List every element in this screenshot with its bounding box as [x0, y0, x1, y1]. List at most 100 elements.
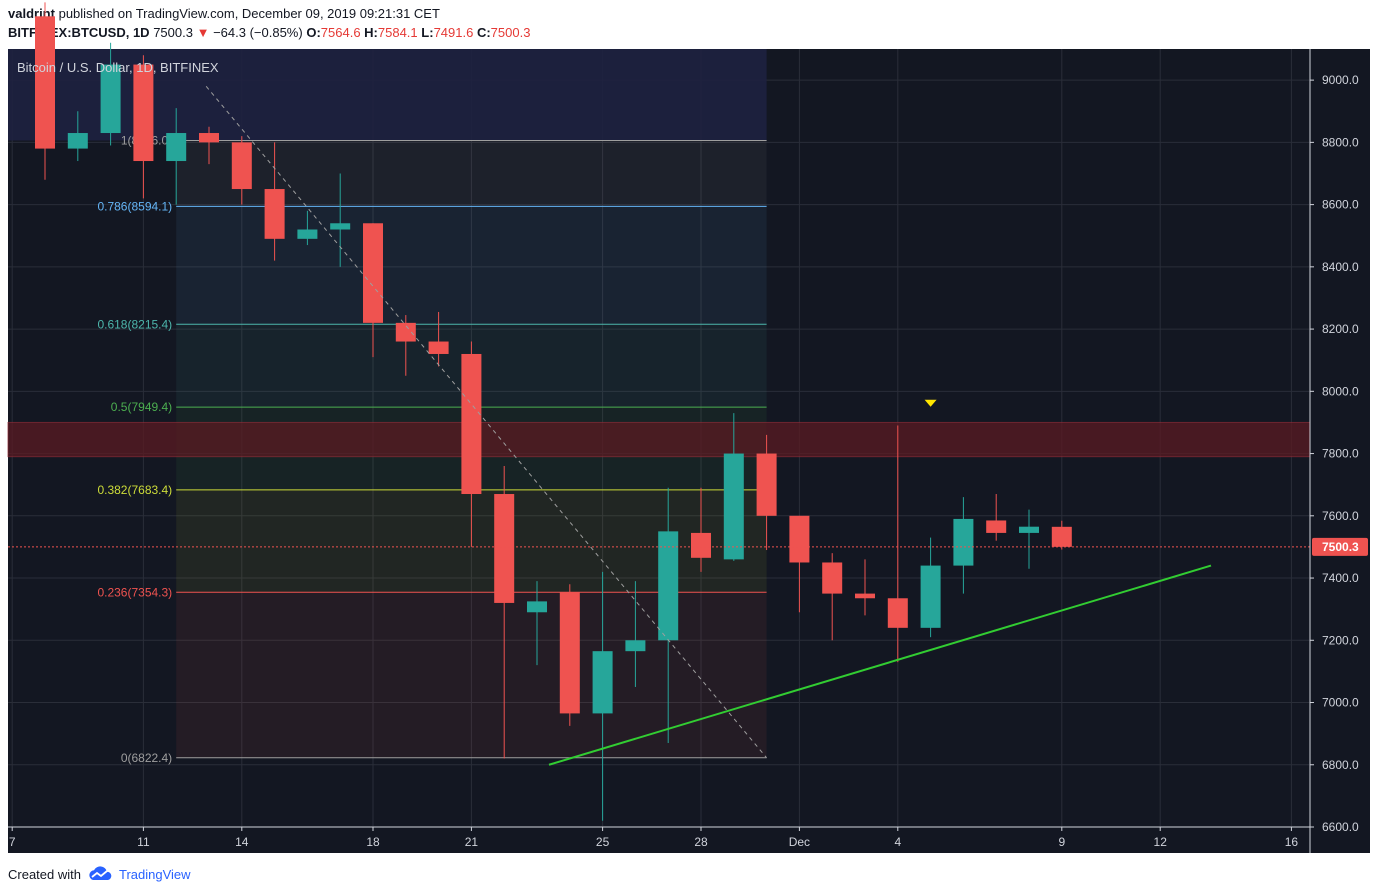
resistance-zone-rect	[7, 421, 1311, 458]
candle	[395, 315, 416, 376]
candle	[1019, 509, 1039, 569]
candle-body	[953, 518, 974, 566]
candle	[330, 173, 351, 267]
candle	[199, 126, 219, 165]
time-tick-label: 21	[465, 835, 479, 849]
candle-body	[100, 64, 121, 134]
candle-body	[297, 229, 318, 239]
price-tick-label: 8000.0	[1322, 384, 1359, 398]
publish-info: valdrint published on TradingView.com, D…	[8, 6, 440, 21]
candle-body	[35, 16, 55, 149]
time-tick-label: 18	[366, 835, 380, 849]
candle-body	[363, 223, 383, 323]
candle	[231, 136, 252, 205]
fib-level-label: 0.618(8215.4)	[97, 317, 172, 331]
candle-body	[1051, 526, 1072, 547]
candles[interactable]	[35, 2, 1072, 821]
candle-body	[1019, 526, 1039, 533]
candle-body	[789, 515, 810, 563]
ascending-trendline	[548, 564, 1212, 766]
price-tick-label: 8800.0	[1322, 135, 1359, 149]
candle	[527, 581, 547, 666]
time-axis-bg	[8, 827, 1370, 853]
candle	[920, 537, 941, 638]
candle	[35, 2, 55, 180]
chart-title: Bitcoin / U.S. Dollar, 1D, BITFINEX	[17, 60, 219, 75]
price-tick-label: 6600.0	[1322, 820, 1359, 834]
candle	[855, 559, 875, 616]
time-tick-label: 16	[1285, 835, 1299, 849]
time-tick-label: 25	[596, 835, 610, 849]
candle-body	[756, 453, 777, 516]
candle-body	[67, 133, 88, 149]
high-value: 7584.1	[377, 25, 418, 40]
time-tick-label: 7	[9, 835, 16, 849]
time-tick-label: 4	[894, 835, 901, 849]
down-arrow-icon: ▼	[196, 25, 210, 40]
low-value: 7491.6	[433, 25, 474, 40]
candle-body	[822, 562, 843, 594]
candle-body	[199, 133, 219, 143]
candle	[559, 584, 580, 726]
fib-level-label: 0(6822.4)	[121, 751, 172, 765]
price-tick-label: 8400.0	[1322, 260, 1359, 274]
candle-body	[133, 64, 154, 162]
price-tick-label: 6800.0	[1322, 758, 1359, 772]
candle-body	[887, 598, 908, 628]
price-tick-label: 8600.0	[1322, 198, 1359, 212]
candle	[723, 413, 744, 561]
price-tick-label: 7200.0	[1322, 633, 1359, 647]
price-tick-label: 7600.0	[1322, 509, 1359, 523]
candle	[756, 434, 777, 551]
candle	[494, 466, 515, 759]
axes: 9000.0 8800.0 8600.0 8400.0 8200.0 8000.0 7800…	[8, 49, 1370, 853]
candle-body	[461, 353, 482, 495]
fib-level-label: 0.236(7354.3)	[97, 585, 172, 599]
candle	[363, 223, 383, 358]
time-tick-label: Dec	[789, 835, 810, 849]
candle-body	[592, 651, 613, 714]
marker-triangle-icon	[924, 399, 937, 407]
candle-body	[166, 133, 187, 162]
candle-body	[625, 640, 646, 652]
close-value: 7500.3	[490, 25, 531, 40]
candle	[822, 553, 843, 641]
candle-body	[723, 453, 744, 560]
candle-body	[691, 532, 711, 558]
candle-body	[986, 520, 1007, 533]
candle	[67, 111, 88, 162]
candle-body	[494, 494, 515, 603]
candle-body	[920, 565, 941, 628]
candle	[1051, 520, 1072, 550]
price-tick-label: 7400.0	[1322, 571, 1359, 585]
time-tick-label: 11	[137, 835, 150, 849]
time-tick-label: 14	[235, 835, 249, 849]
drawings[interactable]	[8, 86, 1310, 766]
candle-body	[658, 531, 679, 641]
published-text: published on TradingView.com, December 0…	[58, 6, 440, 21]
candle	[691, 487, 711, 572]
candle	[789, 515, 810, 613]
candle	[986, 494, 1007, 541]
candle	[428, 311, 449, 367]
candle	[461, 341, 482, 547]
high-label: H:	[364, 25, 378, 40]
price-axis-bg	[1310, 49, 1370, 853]
fib-diagonal-line	[205, 86, 767, 759]
candle-body	[855, 593, 875, 599]
open-value: 7564.6	[320, 25, 361, 40]
low-label: L:	[421, 25, 434, 40]
candle	[658, 487, 679, 743]
current-price-label: 7500.3	[1322, 540, 1359, 554]
time-tick-label: 12	[1154, 835, 1168, 849]
created-with-text: Created with	[8, 866, 81, 882]
time-tick-label: 28	[694, 835, 708, 849]
candle-body	[527, 601, 547, 613]
tradingview-link[interactable]: TradingView	[118, 866, 191, 882]
candle	[592, 571, 613, 821]
price-tick-label: 8200.0	[1322, 322, 1359, 336]
last-price: 7500.3	[153, 25, 193, 40]
price-tick-label: 9000.0	[1322, 73, 1359, 87]
candle-body	[559, 592, 580, 714]
